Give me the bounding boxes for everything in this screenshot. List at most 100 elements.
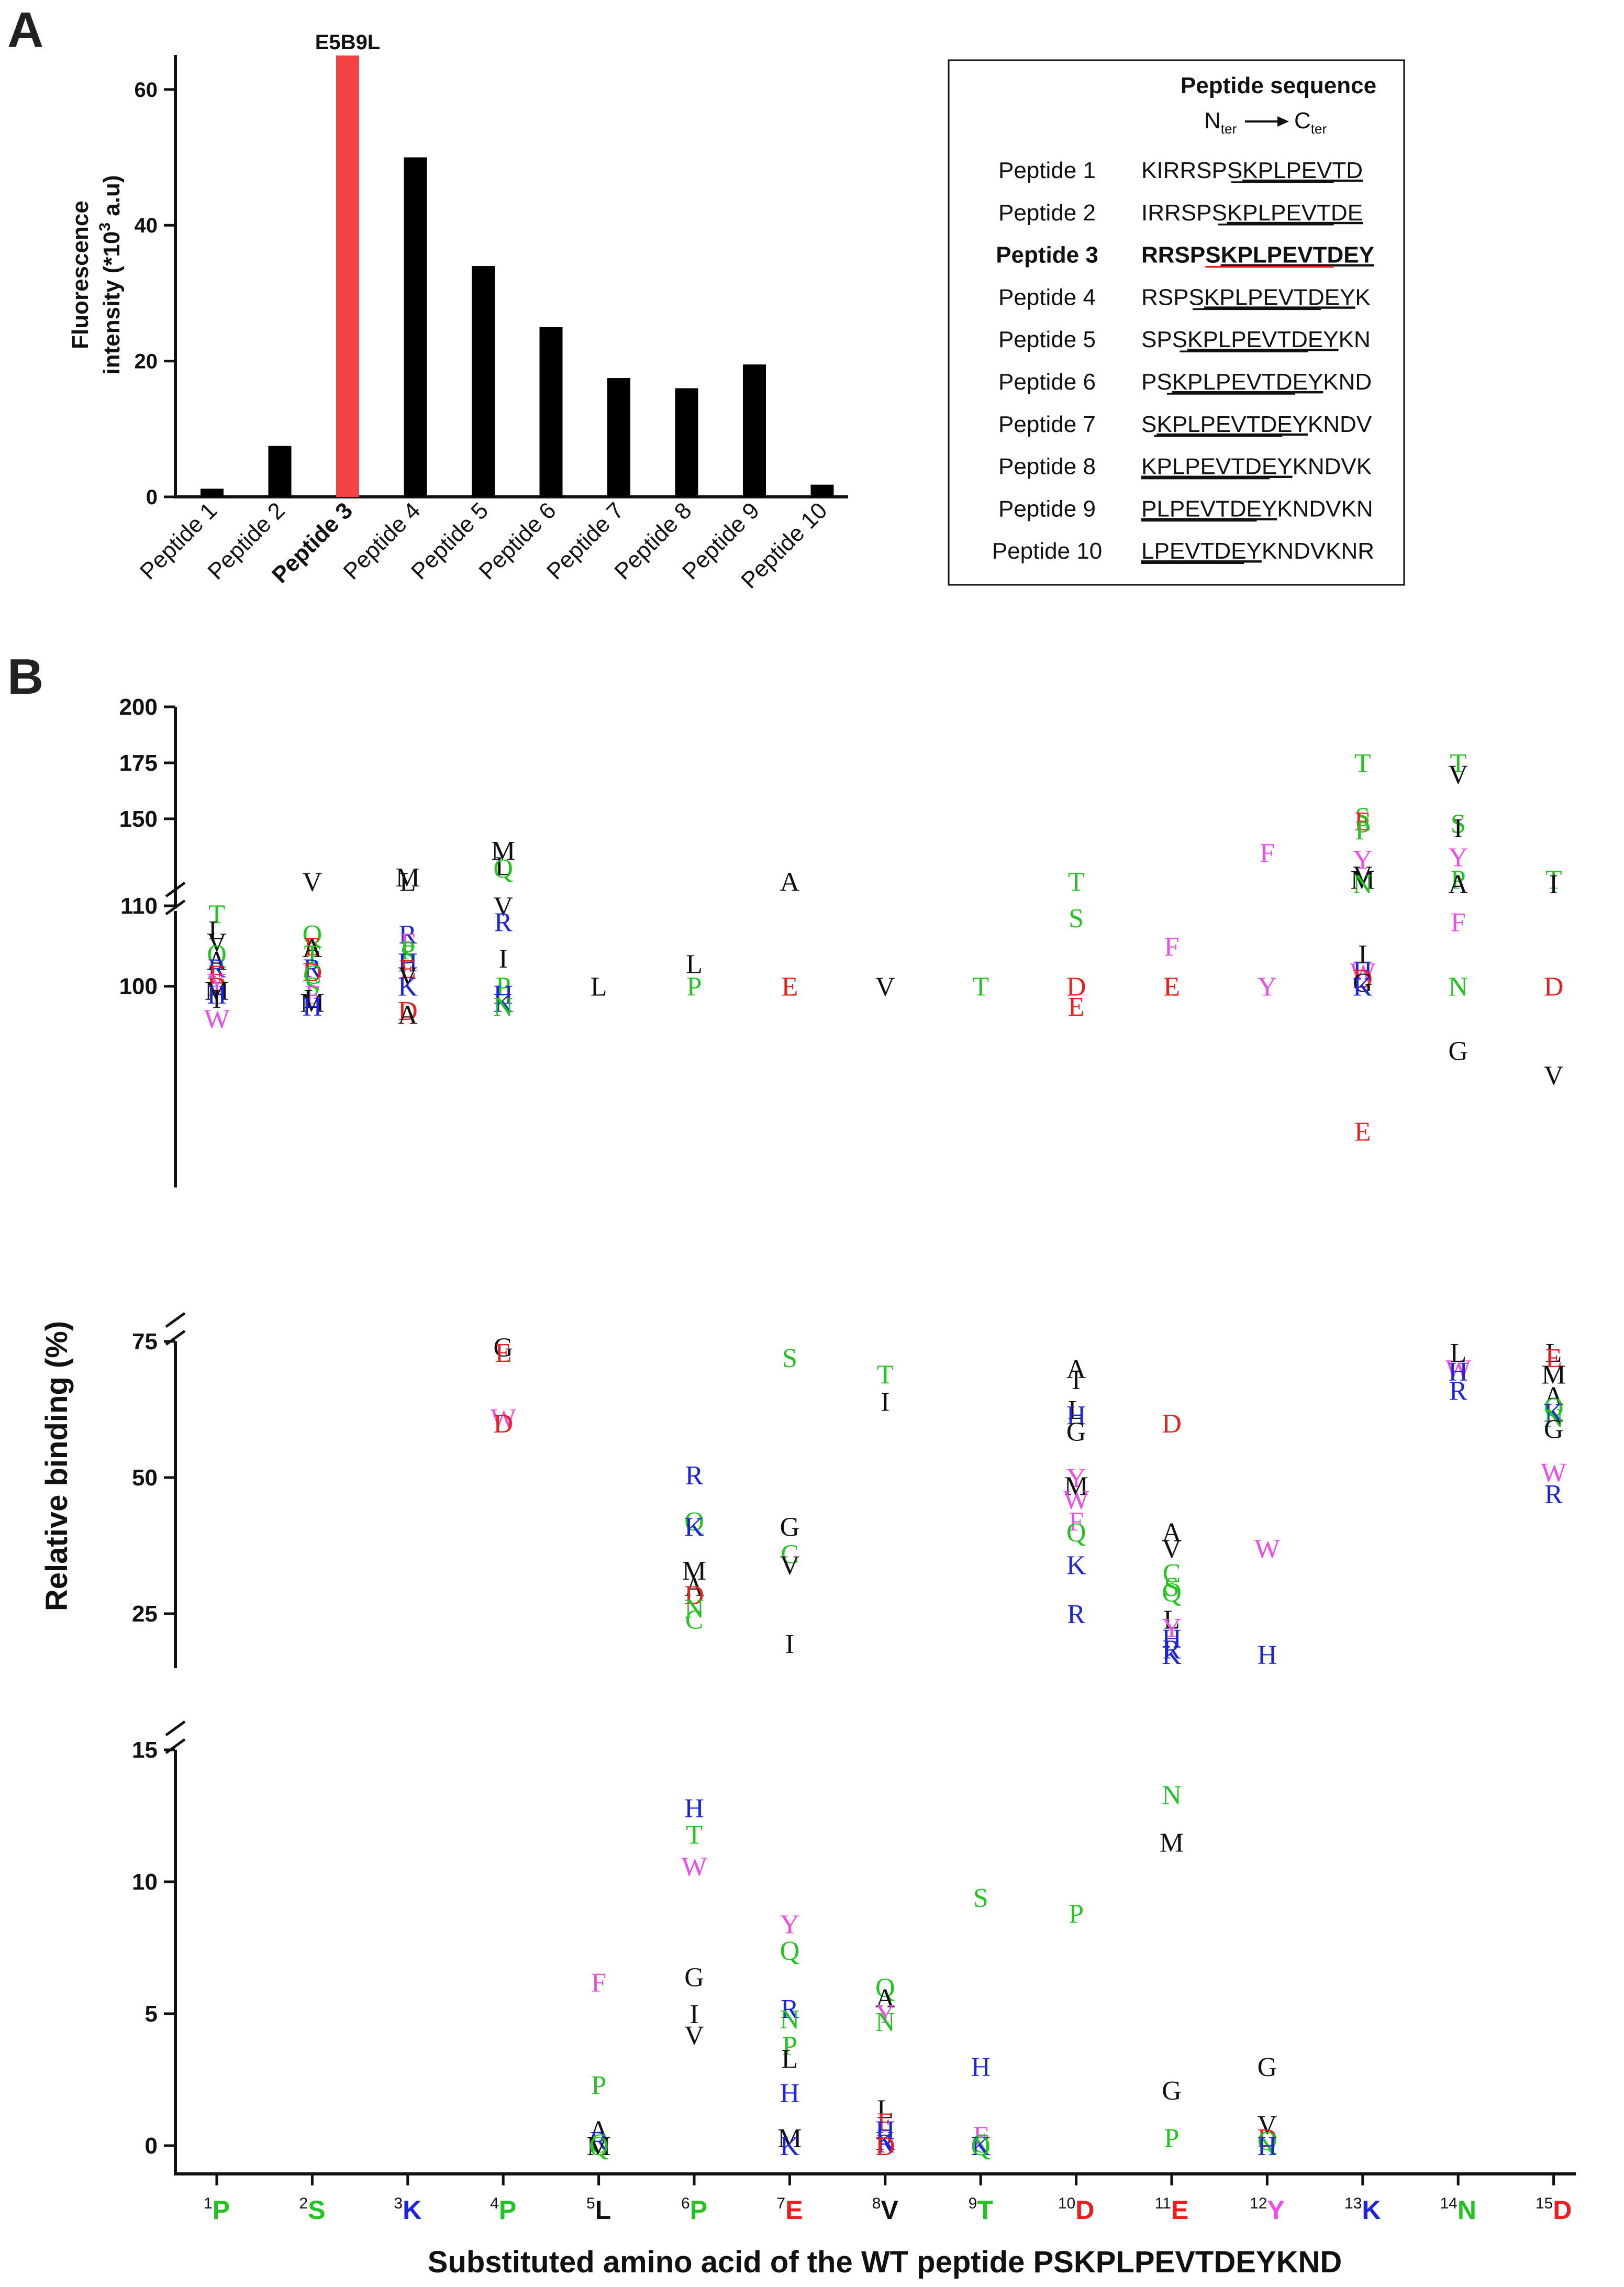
substitution-7-V: V — [780, 1550, 800, 1580]
substitution-4-N: N — [493, 992, 513, 1022]
substitution-4-G: G — [493, 1333, 513, 1362]
substitution-10-M: M — [1064, 1472, 1088, 1502]
substitution-2-H: H — [303, 992, 322, 1022]
table-row-label: Peptide 3 — [996, 242, 1098, 268]
bar-y-axis-title-line1: Fluorescence — [68, 201, 93, 349]
position-number: 10 — [1058, 2195, 1075, 2212]
table-border — [948, 59, 1405, 586]
substitution-6-T: T — [686, 1820, 703, 1850]
scatter-y-tick-label: 75 — [132, 1329, 158, 1355]
substitution-1-V: V — [207, 928, 227, 958]
position-number: 15 — [1536, 2195, 1553, 2212]
substitution-2-V: V — [303, 868, 322, 897]
substitution-13-N: N — [1353, 870, 1373, 900]
bar-5 — [472, 266, 495, 497]
substitution-6-D: D — [684, 1581, 704, 1611]
position-number: 11 — [1155, 2195, 1171, 2212]
substitution-14-H: H — [1448, 1357, 1468, 1387]
substitution-7-Y: Y — [780, 1910, 800, 1940]
direction-indicator: Nter Cter — [1204, 108, 1327, 137]
substitution-14-F: F — [1451, 908, 1466, 938]
scatter-y-axis — [165, 707, 186, 2175]
substitution-11-V: V — [1162, 1534, 1182, 1564]
table-row-sequence: RRSPSKPLPEVTDEY — [1141, 242, 1374, 268]
substitution-9-N: N — [971, 2131, 991, 2161]
substitution-1-R: R — [208, 953, 226, 983]
peptide-sequence-table: Peptide sequence Nter Cter Peptide 1 KIRR… — [948, 59, 1405, 586]
substitution-11-E: E — [1163, 972, 1180, 1002]
wt-residue: E — [785, 2195, 803, 2225]
scatter-y-tick-label: 15 — [132, 1737, 158, 1763]
wt-residue: S — [308, 2195, 325, 2225]
axis-break-mark — [165, 899, 186, 916]
position-number: 5 — [586, 2195, 595, 2212]
substitution-11-M: M — [1160, 1828, 1184, 1858]
substitution-13-M: M — [1351, 865, 1375, 895]
scatter-x-tick-label: 1P — [204, 2195, 230, 2225]
substitution-5-R: R — [589, 2126, 608, 2156]
position-number: 1 — [204, 2195, 213, 2212]
bar-9 — [743, 364, 766, 497]
substitution-4-R: R — [494, 908, 513, 938]
table-row-label: Peptide 6 — [998, 369, 1096, 395]
substitution-3-L: L — [399, 868, 416, 897]
table-row-label: Peptide 10 — [992, 538, 1102, 564]
substitution-7-P: P — [782, 2031, 797, 2061]
position-number: 8 — [872, 2195, 881, 2212]
scatter-y-tick-label: 10 — [132, 1869, 158, 1895]
substitution-2-E: E — [304, 932, 321, 962]
substitution-2-D: D — [303, 958, 322, 987]
substitution-13-V: V — [1353, 861, 1373, 891]
substitution-3-E: E — [399, 954, 416, 984]
substitution-11-A: A — [1162, 1518, 1182, 1548]
table-row-sequence: PSKPLPEVTDEYKND — [1141, 369, 1372, 395]
axis-break-mark — [165, 1312, 186, 1328]
c-sub: ter — [1311, 121, 1327, 137]
substitution-9-S: S — [973, 1883, 988, 1913]
table-row-sequence: SPSKPLPEVTDEYKN — [1141, 327, 1371, 352]
bar-4 — [404, 157, 427, 497]
substitution-9-C: C — [972, 2129, 990, 2159]
substitution-3-D: D — [398, 996, 418, 1026]
scatter-x-tick-label: 10D — [1058, 2195, 1094, 2225]
substitution-10-E: E — [1068, 992, 1085, 1022]
substitution-11-C: C — [1163, 1559, 1181, 1589]
substitution-14-I: I — [1454, 814, 1463, 843]
table-row-sequence: RSPSKPLPEVTDEYK — [1141, 284, 1371, 310]
table-row-label: Peptide 9 — [998, 496, 1096, 521]
substitution-7-M: M — [777, 2124, 802, 2153]
substitution-15-R: R — [1544, 1480, 1563, 1509]
substitution-15-N: N — [1544, 1404, 1564, 1434]
substitution-7-S: S — [782, 1344, 797, 1373]
bar-7 — [607, 378, 630, 497]
bar-3 — [336, 55, 359, 497]
substitution-11-Q: Q — [1162, 1578, 1182, 1607]
substitution-3-M: M — [396, 863, 420, 893]
substitution-14-T: T — [1450, 749, 1466, 779]
bar-2 — [268, 446, 292, 497]
bar-10 — [810, 484, 834, 497]
bar-8 — [675, 388, 698, 497]
substitution-14-R: R — [1449, 1376, 1467, 1406]
substitution-1-I: I — [212, 984, 221, 1014]
substitution-4-E: E — [495, 1338, 511, 1368]
sequence-epitope: LPEVTDEY — [1141, 538, 1262, 564]
c-label: C — [1294, 108, 1311, 134]
table-row-sequence: SKPLPEVTDEYKNDV — [1141, 412, 1372, 437]
substitution-15-D: D — [1544, 972, 1564, 1002]
substitution-1-M: M — [205, 976, 229, 1006]
substitution-15-I: I — [1549, 870, 1558, 900]
sequence-epitope: KPLPEVTDEY — [1204, 284, 1355, 310]
substitution-10-D: D — [1066, 972, 1086, 1002]
wt-residue: V — [881, 2195, 898, 2225]
substitution-12-H: H — [1258, 1640, 1277, 1670]
substitution-6-C: C — [685, 1605, 704, 1635]
substitution-7-A: A — [780, 868, 800, 897]
substitution-7-N: N — [780, 2005, 800, 2035]
substitution-15-Q: Q — [1544, 1393, 1564, 1423]
scatter-y-tick-label: 175 — [119, 750, 158, 776]
substitution-10-H: H — [1066, 1401, 1086, 1430]
scatter-y-tick-label: 50 — [132, 1465, 158, 1491]
